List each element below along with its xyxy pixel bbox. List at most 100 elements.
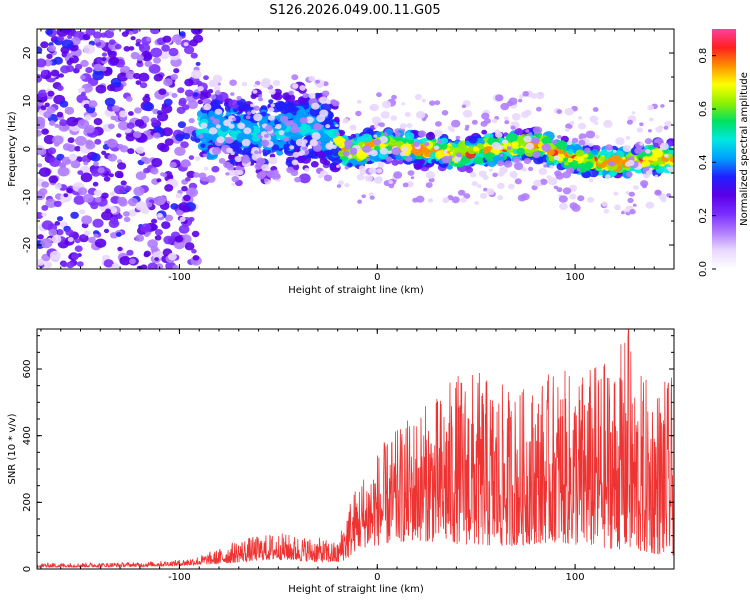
heatmap-cell [334, 116, 340, 122]
heatmap-cell [456, 152, 462, 158]
heatmap-cell [571, 204, 581, 212]
heatmap-cell [434, 100, 441, 106]
heatmap-cell [62, 124, 69, 130]
heatmap-cell [67, 137, 75, 144]
heatmap-cell [538, 168, 548, 176]
heatmap-cell [44, 102, 50, 108]
heatmap-cell [641, 183, 648, 189]
heatmap-cell [311, 102, 320, 110]
heatmap-cell [128, 209, 137, 217]
heatmap-cell [231, 182, 236, 186]
heatmap-cell [292, 151, 300, 158]
spectrogram-x-tick-label: 0 [374, 272, 380, 283]
heatmap-cell [57, 35, 65, 42]
heatmap-cell [237, 122, 246, 130]
heatmap-cell [141, 156, 148, 162]
heatmap-cell [236, 133, 245, 140]
heatmap-cell [175, 133, 185, 142]
heatmap-cell [450, 128, 455, 133]
heatmap-cell [126, 249, 134, 256]
heatmap-cell [435, 121, 442, 127]
heatmap-cell [368, 167, 377, 174]
heatmap-cell [523, 135, 532, 143]
heatmap-cell [400, 125, 405, 129]
heatmap-cell [464, 127, 469, 131]
heatmap-cell [653, 142, 659, 148]
heatmap-cell [297, 96, 308, 105]
heatmap-cell [344, 165, 349, 170]
heatmap-cell [511, 141, 519, 148]
heatmap-cell [105, 208, 111, 214]
heatmap-cell [563, 157, 569, 162]
heatmap-cell [117, 143, 124, 150]
heatmap-cell [177, 87, 185, 94]
heatmap-cell [95, 84, 107, 94]
heatmap-cell [622, 144, 632, 153]
heatmap-cell [351, 124, 357, 129]
colorbar: 0.0 0.2 0.4 0.6 0.8 Normalized spectral ampl… [698, 29, 750, 277]
heatmap-cell [173, 68, 180, 74]
spectrogram-y-tick-label: -20 [22, 237, 33, 253]
heatmap-cell [116, 232, 122, 237]
heatmap-cell [587, 196, 595, 203]
heatmap-cell [555, 140, 567, 150]
heatmap-cell [77, 119, 90, 129]
heatmap-cell [119, 110, 128, 118]
heatmap-cell [595, 134, 600, 139]
heatmap-cell [242, 154, 249, 160]
heatmap-cell [83, 161, 89, 166]
heatmap-cell [76, 261, 84, 267]
heatmap-cell [667, 166, 674, 173]
snr-y-label: SNR (10 * v/v) [7, 413, 18, 484]
heatmap-cell [197, 99, 204, 105]
heatmap-cell [67, 34, 73, 40]
heatmap-cell [369, 195, 375, 200]
heatmap-cell [288, 120, 294, 125]
heatmap-cell [627, 159, 635, 167]
heatmap-cell [565, 128, 570, 132]
heatmap-cell [313, 123, 323, 131]
heatmap-cell [585, 130, 596, 139]
heatmap-cell [603, 209, 610, 214]
snr-x-tick-label: 100 [566, 572, 585, 583]
heatmap-cell [666, 193, 672, 198]
heatmap-cell [268, 99, 274, 104]
heatmap-cell [479, 192, 488, 199]
heatmap-cell [569, 193, 577, 200]
heatmap-cell [85, 141, 96, 150]
heatmap-cell [578, 139, 586, 146]
heatmap-cell [112, 105, 120, 112]
heatmap-cell [461, 104, 467, 109]
heatmap-cell [361, 194, 367, 199]
heatmap-cell [139, 82, 148, 89]
heatmap-cell [504, 120, 510, 125]
heatmap-cell [85, 29, 96, 36]
snr-y-tick-label: 200 [22, 493, 33, 512]
heatmap-cell [443, 150, 448, 154]
heatmap-cell [127, 111, 134, 116]
heatmap-cell [402, 182, 409, 188]
heatmap-cell [49, 250, 62, 261]
heatmap-cell [267, 114, 275, 121]
heatmap-cell [60, 192, 72, 203]
heatmap-cell [415, 111, 426, 119]
heatmap-cell [474, 156, 484, 165]
heatmap-cell [323, 134, 330, 141]
heatmap-cell [126, 122, 135, 129]
heatmap-cell [567, 149, 574, 155]
heatmap-cell [202, 153, 208, 158]
heatmap-cell [101, 52, 108, 57]
heatmap-cell [350, 133, 357, 139]
heatmap-cell [283, 136, 290, 142]
heatmap-cell [524, 109, 532, 116]
heatmap-cell [658, 125, 664, 130]
heatmap-cell [391, 159, 400, 166]
heatmap-cell [61, 262, 68, 268]
heatmap-cell [319, 96, 329, 104]
heatmap-cell [235, 165, 242, 171]
heatmap-cell [421, 98, 427, 103]
heatmap-cell [390, 115, 398, 121]
heatmap-cell [421, 117, 427, 122]
heatmap-cell [655, 190, 661, 195]
heatmap-cell [634, 147, 643, 155]
